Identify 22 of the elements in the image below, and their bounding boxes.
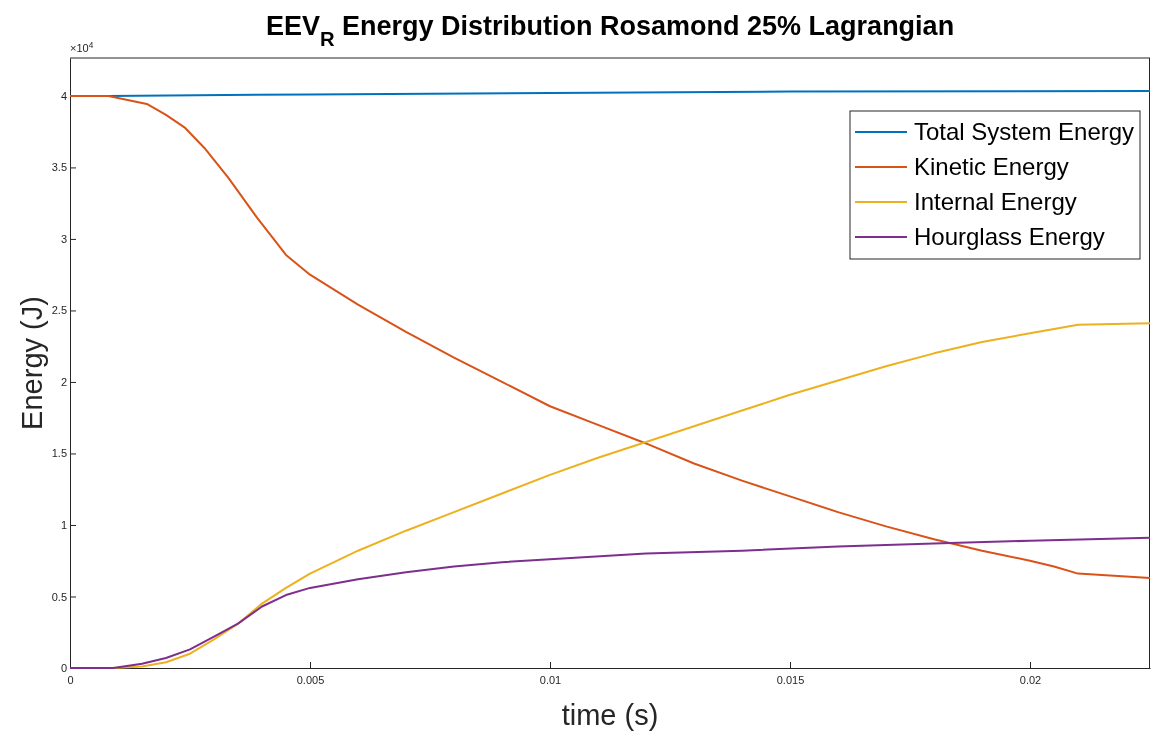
y-tick-label: 0.5 bbox=[51, 590, 67, 603]
y-tick-label: 3.5 bbox=[51, 161, 67, 174]
line-series bbox=[69, 94, 1151, 579]
chart-title: EEV$_{R}$ Energy Distribution Rosamond 25% Lagrangian bbox=[265, 11, 955, 50]
legend-label: Total System Energy bbox=[914, 118, 1135, 145]
y-tick-label: 1.5 bbox=[51, 447, 67, 460]
legend-label: Hourglass Energy bbox=[914, 223, 1105, 250]
y-axis-title: Energy (J) bbox=[16, 296, 48, 430]
y-tick-label: 4 bbox=[60, 89, 67, 102]
y-tick-label: 1 bbox=[60, 519, 67, 531]
x-axis-title: time (s) bbox=[561, 699, 659, 731]
x-tick-label: 0.015 bbox=[776, 674, 805, 687]
y-tick-label: 0 bbox=[60, 662, 67, 675]
legend-label: Kinetic Energy bbox=[914, 153, 1069, 180]
x-tick-label: 0.005 bbox=[296, 674, 325, 687]
text: ×10$^{4}$ bbox=[70, 40, 94, 54]
x-tick-label: 0.02 bbox=[1019, 674, 1042, 687]
y-tick-label: 2 bbox=[60, 375, 67, 388]
y-tick-label: 3 bbox=[60, 232, 67, 245]
y-tick-label: 2.5 bbox=[51, 304, 67, 317]
x-tick-label: 0.01 bbox=[539, 674, 562, 687]
legend-label: Internal Energy bbox=[914, 188, 1077, 215]
